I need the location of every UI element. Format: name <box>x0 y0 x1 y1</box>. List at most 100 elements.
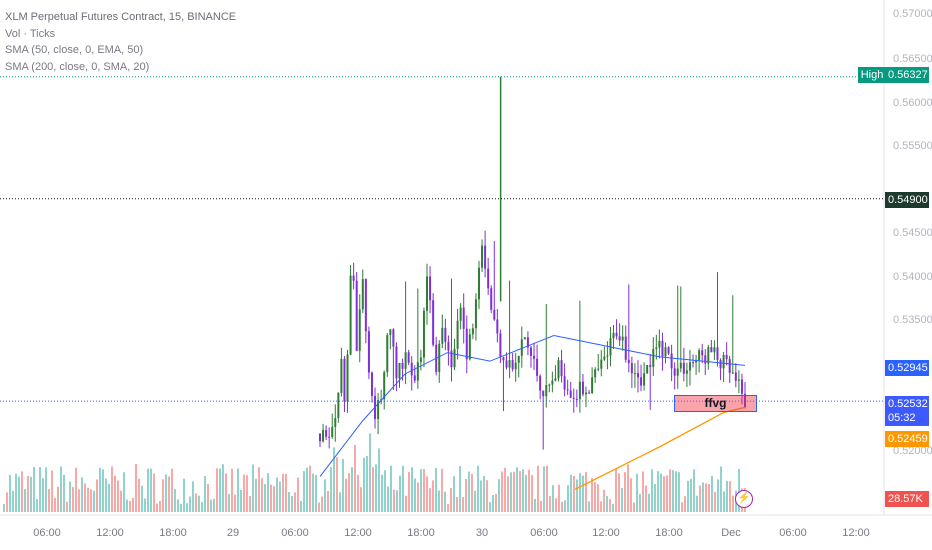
candle-body <box>682 362 685 374</box>
candle-body <box>404 352 407 369</box>
volume-bar <box>270 484 272 512</box>
x-tick-label: 12:00 <box>344 527 372 539</box>
candle-body <box>581 381 584 395</box>
volume-bar <box>54 497 56 512</box>
volume-bar <box>132 497 134 512</box>
volume-bar <box>348 473 350 512</box>
candle-body <box>499 333 502 358</box>
volume-bar <box>63 474 65 512</box>
volume-bar <box>288 492 290 512</box>
volume-bar <box>576 479 578 512</box>
y-tick-label: 0.57000 <box>893 8 932 20</box>
candle-body <box>636 373 639 378</box>
volume-bar <box>390 465 392 512</box>
volume-bar <box>714 492 716 512</box>
volume-bar <box>492 495 494 512</box>
volume-bar <box>225 473 227 512</box>
candle-body <box>322 430 325 442</box>
candle-body <box>713 347 716 353</box>
volume-bar <box>105 478 107 512</box>
candle-body <box>655 347 658 349</box>
volume-bar <box>219 468 221 512</box>
candle-body <box>361 279 364 310</box>
volume-bar <box>93 490 95 512</box>
volume-bar <box>552 485 554 512</box>
volume-bar <box>480 480 482 512</box>
volume-bar <box>381 474 383 512</box>
volume-bar <box>633 502 635 512</box>
x-tick-label: 12:00 <box>96 527 124 539</box>
volume-bar <box>462 496 464 512</box>
ffvg-zone-box[interactable]: ffvg <box>674 395 757 412</box>
volume-bar <box>345 478 347 512</box>
volume-bar <box>183 478 185 512</box>
volume-bar <box>639 494 641 512</box>
volume-bar <box>612 503 614 512</box>
volume-bar <box>297 477 299 512</box>
volume-bar <box>663 476 665 512</box>
candle-body <box>597 368 600 370</box>
ema-line <box>319 334 746 477</box>
volume-bar <box>12 490 14 512</box>
volume-bar <box>279 481 281 512</box>
candle-body <box>340 358 343 393</box>
candle-body <box>502 357 505 361</box>
volume-bar <box>615 469 617 512</box>
volume-bar <box>438 490 440 512</box>
legend-symbol-title[interactable]: XLM Perpetual Futures Contract, 15, BINA… <box>5 11 237 23</box>
volume-bar <box>522 469 524 512</box>
candle-body <box>529 347 532 356</box>
candle-body <box>337 392 340 419</box>
candle-body <box>563 376 566 390</box>
candle-body <box>331 426 334 437</box>
last-price-value: 0.52532 <box>888 398 928 410</box>
volume-bar <box>519 471 521 512</box>
volume-bar <box>471 473 473 512</box>
volume-bar <box>258 467 260 512</box>
candle-body <box>325 430 328 437</box>
candle-body <box>401 363 404 369</box>
x-tick-label: 06:00 <box>779 527 807 539</box>
volume-bar <box>501 471 503 512</box>
volume-bar <box>405 495 407 512</box>
volume-bar <box>723 491 725 512</box>
candle-body <box>719 359 722 369</box>
volume-bar <box>303 471 305 512</box>
y-tick-label: 0.56000 <box>893 97 932 109</box>
volume-bar <box>18 476 20 512</box>
volume-bar <box>666 475 668 512</box>
candle-body <box>710 347 713 353</box>
candle-body <box>481 245 484 268</box>
volume-bar <box>594 482 596 512</box>
volume-bar <box>537 465 539 512</box>
level-price-tag: 0.54900 <box>885 192 929 208</box>
x-tick-label: 12:00 <box>592 527 620 539</box>
volume-bar <box>483 475 485 512</box>
candle-body <box>487 268 490 289</box>
volume-bar <box>621 487 623 512</box>
legend-volume[interactable]: Vol · Ticks <box>5 27 56 40</box>
volume-bar <box>273 486 275 512</box>
volume-bar <box>648 493 650 512</box>
volume-bar <box>60 466 62 512</box>
candle-body <box>508 360 511 368</box>
volume-bar <box>315 475 317 512</box>
volume-bar <box>681 502 683 512</box>
candle-body <box>578 381 581 400</box>
candle-body <box>389 329 392 336</box>
volume-bar <box>123 472 125 512</box>
candle-body <box>438 343 441 372</box>
legend-sma-50[interactable]: SMA (50, close, 0, EMA, 50) <box>5 44 144 56</box>
x-tick-label: 06:00 <box>530 527 558 539</box>
legend-sma-200[interactable]: SMA (200, close, 0, SMA, 20) <box>5 60 150 73</box>
candle-body <box>456 320 459 349</box>
lightning-icon[interactable]: ⚡ <box>735 490 753 508</box>
volume-bar <box>420 469 422 512</box>
candle-body <box>600 359 603 369</box>
x-tick-label: 18:00 <box>407 527 435 539</box>
volume-bar <box>498 479 500 512</box>
candle-body <box>566 389 569 391</box>
volume-bar <box>189 496 191 512</box>
candle-body <box>395 346 398 379</box>
